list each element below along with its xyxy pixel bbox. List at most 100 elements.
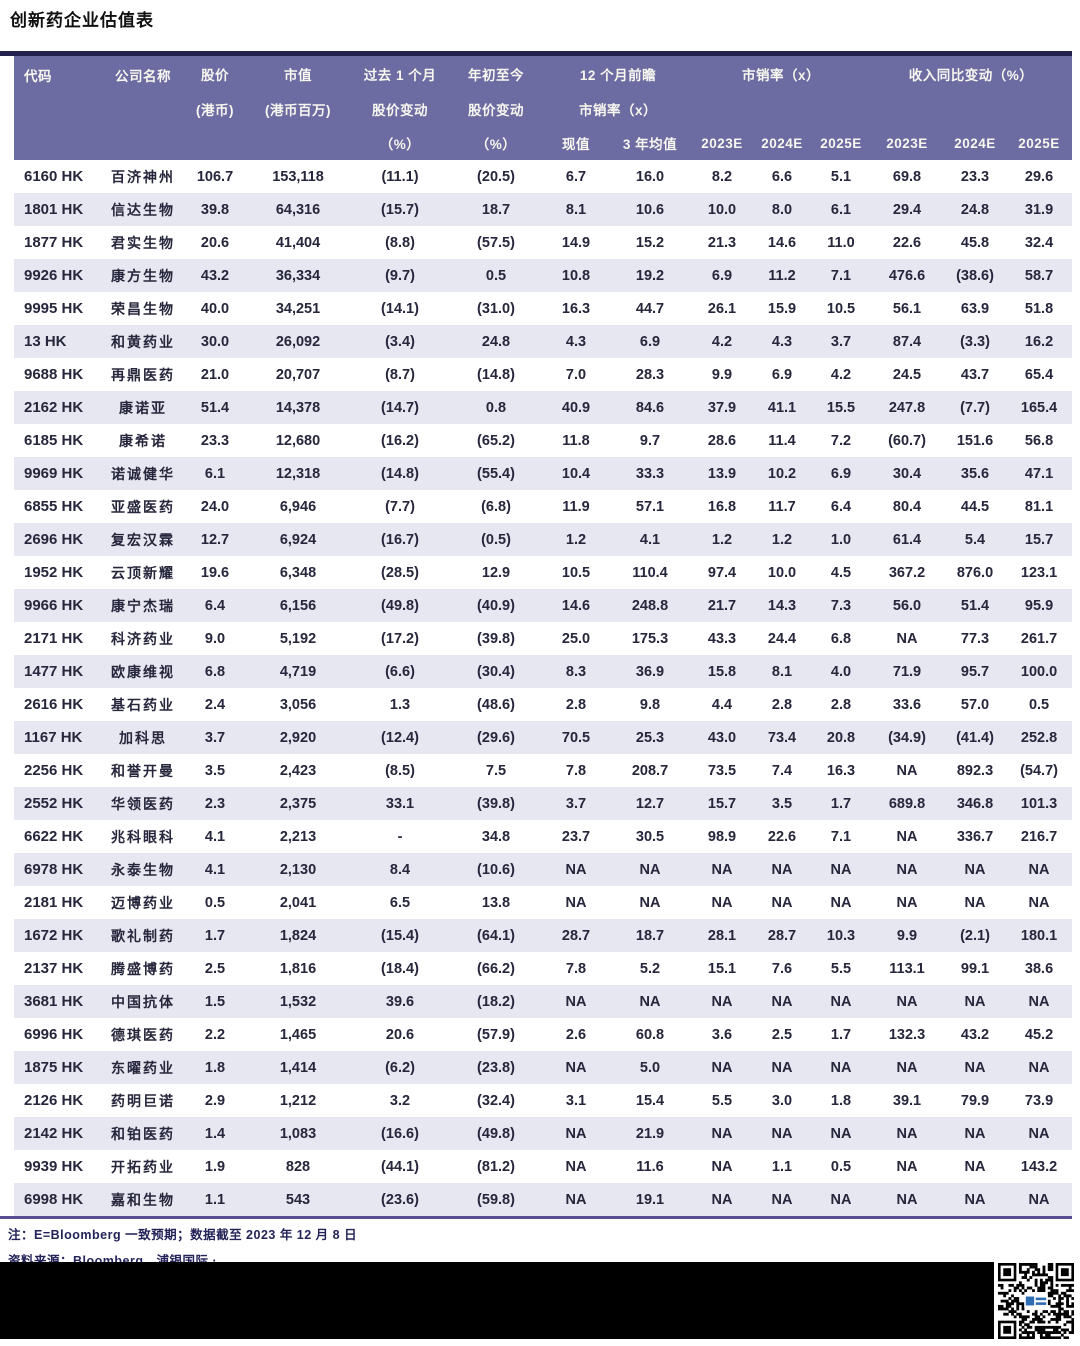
table-row: 9966 HK 康宁杰瑞 6.4 6,156 (49.8) (40.9) 14.6 248.8… xyxy=(14,589,1073,622)
value-cell: NA xyxy=(639,894,661,911)
stock-code: 1672 HK xyxy=(14,919,100,952)
value-cell: 4.2 xyxy=(692,325,752,358)
value-cell: (8.5) xyxy=(385,762,415,779)
col-group-revenue-growth: 收入同比变动（%） xyxy=(870,56,1073,92)
col-header-price-spacer xyxy=(186,126,244,160)
value-cell: 6.9 xyxy=(692,259,752,292)
value-cell: 151.6 xyxy=(956,432,994,449)
col-header-rev-2023e: 2023E xyxy=(870,126,945,160)
value-cell: (10.6) xyxy=(448,853,544,886)
value-cell: NA xyxy=(870,1117,945,1150)
value-cell: 16.0 xyxy=(635,168,665,185)
value-cell: 29.6 xyxy=(1024,168,1054,185)
value-cell: 346.8 xyxy=(944,787,1007,820)
value-cell: (49.8) xyxy=(448,1117,544,1150)
value-cell: 71.9 xyxy=(870,655,945,688)
value-cell: 34,251 xyxy=(275,300,321,317)
value-cell: 39.1 xyxy=(892,1092,922,1109)
value-cell: (65.2) xyxy=(477,432,515,449)
col-group-ps-spacer xyxy=(692,92,871,126)
value-cell: 14.9 xyxy=(561,234,591,251)
value-cell: NA xyxy=(870,1183,945,1216)
value-cell: NA xyxy=(608,985,692,1018)
value-cell: 14.6 xyxy=(544,589,608,622)
col-header-1m-pct: （%） xyxy=(352,126,448,160)
value-cell: 99.1 xyxy=(960,960,990,977)
value-cell: NA xyxy=(870,1051,945,1084)
value-cell: 5.5 xyxy=(711,1092,733,1109)
company-name: 康诺亚 xyxy=(100,391,186,424)
value-cell: 7.1 xyxy=(812,259,871,292)
value-cell: 6,946 xyxy=(279,498,317,515)
value-cell: 7.0 xyxy=(565,366,587,383)
value-cell: 87.4 xyxy=(870,325,945,358)
value-cell: 38.6 xyxy=(1024,960,1054,977)
value-cell: (11.1) xyxy=(381,168,419,185)
value-cell: 15.7 xyxy=(692,787,752,820)
value-cell: NA xyxy=(1006,1183,1073,1216)
value-cell: NA xyxy=(944,1183,1007,1216)
value-cell: 3.1 xyxy=(565,1092,587,1109)
value-cell: (12.4) xyxy=(352,721,448,754)
value-cell: 79.9 xyxy=(960,1092,990,1109)
value-cell: 10.6 xyxy=(608,193,692,226)
company-name: 亚盛医药 xyxy=(111,498,175,515)
value-cell: - xyxy=(397,828,403,845)
value-cell: 15.5 xyxy=(812,391,871,424)
value-cell: 20.6 xyxy=(200,234,230,251)
stock-code: 9966 HK xyxy=(14,589,100,622)
value-cell: 24.4 xyxy=(767,630,797,647)
value-cell: 95.7 xyxy=(944,655,1007,688)
value-cell: 45.8 xyxy=(960,234,990,251)
value-cell: 165.4 xyxy=(1006,391,1073,424)
value-cell: NA xyxy=(752,985,812,1018)
company-name: 欧康维视 xyxy=(100,655,186,688)
value-cell: 24.5 xyxy=(892,366,922,383)
value-cell: 216.7 xyxy=(1020,828,1058,845)
value-cell: 15.9 xyxy=(767,300,797,317)
stock-code: 9688 HK xyxy=(24,366,84,383)
value-cell: 12.9 xyxy=(481,564,511,581)
value-cell: (16.2) xyxy=(381,432,419,449)
value-cell: 16.3 xyxy=(561,300,591,317)
value-cell: NA xyxy=(544,1051,608,1084)
value-cell: 123.1 xyxy=(1020,564,1058,581)
value-cell: 19.1 xyxy=(608,1183,692,1216)
value-cell: 892.3 xyxy=(956,762,994,779)
value-cell: (9.7) xyxy=(352,259,448,292)
value-cell: (41.4) xyxy=(944,721,1007,754)
value-cell: 34.8 xyxy=(481,828,511,845)
value-cell: 5.0 xyxy=(608,1051,692,1084)
value-cell: NA xyxy=(812,985,871,1018)
stock-code: 2616 HK xyxy=(24,696,84,713)
value-cell: 5.1 xyxy=(830,168,852,185)
value-cell: 47.1 xyxy=(1006,457,1073,490)
value-cell: 1.8 xyxy=(186,1051,244,1084)
value-cell: 1.2 xyxy=(544,523,608,556)
value-cell: (55.4) xyxy=(448,457,544,490)
value-cell: 4.1 xyxy=(204,828,226,845)
value-cell: NA xyxy=(544,1117,608,1150)
value-cell: 6.9 xyxy=(771,366,793,383)
footnote-estimate: 注：E=Bloomberg 一致预期；数据截至 2023 年 12 月 8 日 xyxy=(8,1228,358,1242)
value-cell: 1,824 xyxy=(244,919,352,952)
table-row: 6996 HK 德琪医药 2.2 1,465 20.6 (57.9) 2.6 60.8 3.6 2… xyxy=(14,1018,1072,1051)
value-cell: 11.7 xyxy=(768,498,796,515)
value-cell: 5.4 xyxy=(944,523,1007,556)
stock-code: 13 HK xyxy=(14,325,100,358)
table-row: 2696 HK 复宏汉霖 12.7 6,924 (16.7) (0.5) 1.2 4.1 1.2… xyxy=(14,523,1073,556)
value-cell: 14,378 xyxy=(244,391,352,424)
value-cell: (2.1) xyxy=(944,919,1007,952)
value-cell: NA xyxy=(1006,1051,1073,1084)
value-cell: 0.8 xyxy=(448,391,544,424)
value-cell: (18.2) xyxy=(448,985,544,1018)
value-cell: 7.3 xyxy=(812,589,871,622)
value-cell: 22.6 xyxy=(767,828,797,845)
value-cell: 21.0 xyxy=(200,366,230,383)
value-cell: 57.0 xyxy=(960,696,990,713)
value-cell: 16.3 xyxy=(826,762,856,779)
value-cell: 14.6 xyxy=(767,234,797,251)
value-cell: 70.5 xyxy=(544,721,608,754)
value-cell: 36,334 xyxy=(244,259,352,292)
value-cell: NA xyxy=(896,762,918,779)
